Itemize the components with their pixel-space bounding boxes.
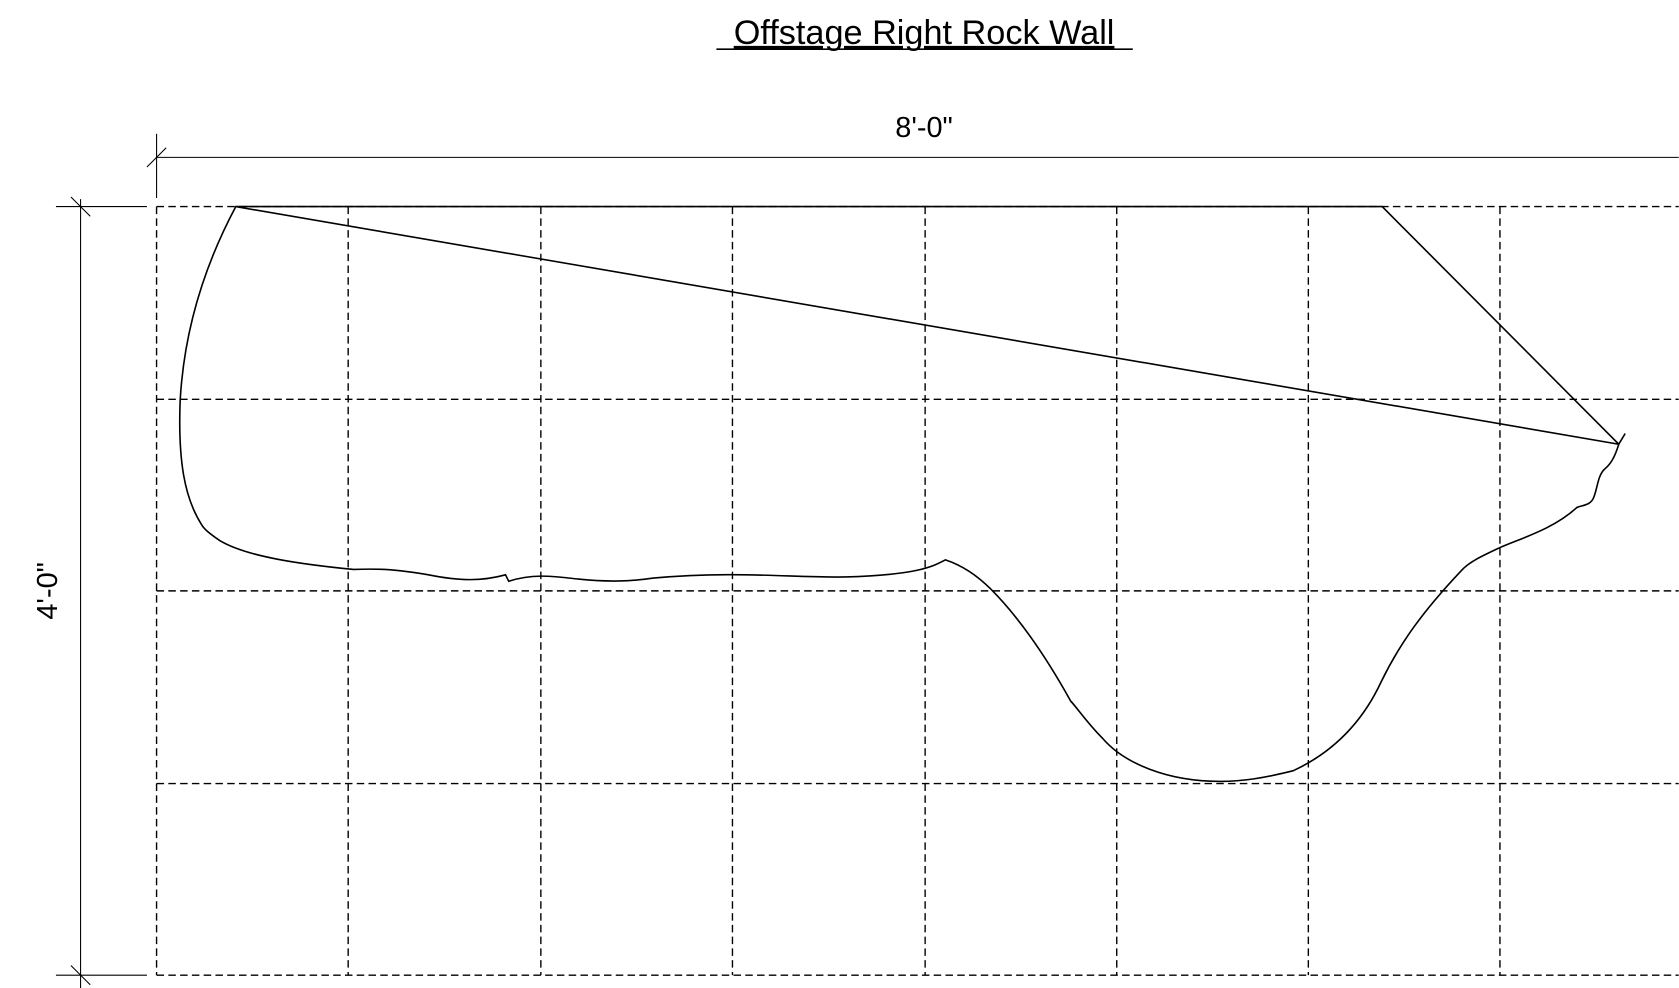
width-label: 8'-0" (895, 112, 953, 144)
width-dimension: 8'-0" (146, 112, 1679, 199)
grid-lines (155, 205, 1679, 976)
title: Offstage Right Rock Wall (734, 14, 1115, 52)
dimension-tick (70, 965, 91, 986)
height-dimension: 4'-0" (32, 196, 147, 988)
rock-outline (178, 205, 1626, 783)
dimension-tick (70, 196, 91, 217)
dimension-tick (146, 147, 167, 168)
height-label: 4'-0" (32, 562, 64, 620)
grid (155, 205, 1679, 976)
